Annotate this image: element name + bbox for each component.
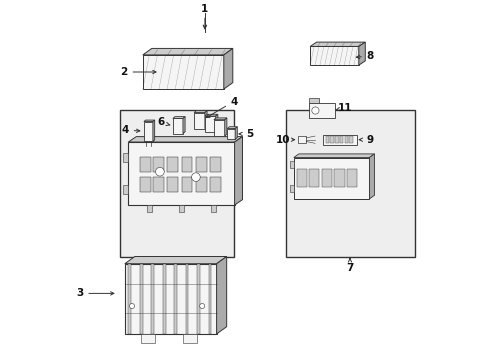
Bar — [308, 103, 334, 118]
Bar — [152, 177, 163, 192]
Bar — [196, 177, 206, 192]
Bar — [197, 264, 200, 334]
Polygon shape — [124, 256, 226, 264]
Bar — [128, 142, 234, 205]
Polygon shape — [309, 42, 365, 46]
Bar — [210, 177, 221, 192]
Bar — [181, 177, 192, 192]
Bar — [167, 157, 178, 172]
Text: 8: 8 — [366, 51, 373, 61]
Text: 7: 7 — [346, 263, 353, 273]
Bar — [123, 153, 128, 162]
Bar — [339, 136, 343, 143]
Bar — [334, 136, 338, 143]
Bar — [204, 116, 215, 132]
Bar — [140, 177, 151, 192]
Bar — [208, 264, 211, 334]
Bar — [344, 136, 347, 143]
Bar — [308, 98, 319, 103]
Bar — [140, 264, 142, 334]
Bar — [179, 205, 183, 212]
Polygon shape — [358, 42, 365, 65]
Bar — [128, 264, 131, 334]
Polygon shape — [204, 111, 206, 129]
Bar — [147, 205, 152, 212]
Circle shape — [129, 303, 134, 309]
Polygon shape — [227, 127, 237, 129]
Bar — [227, 129, 235, 139]
Bar — [181, 157, 192, 172]
Bar — [289, 185, 293, 192]
Text: 6: 6 — [157, 117, 164, 127]
Bar — [123, 185, 128, 194]
Bar — [140, 157, 151, 172]
Bar — [330, 136, 333, 143]
Bar — [152, 157, 163, 172]
Text: 1: 1 — [201, 4, 208, 14]
Bar — [142, 55, 224, 89]
Bar — [296, 169, 306, 187]
Bar — [172, 118, 183, 134]
Text: 2: 2 — [120, 67, 127, 77]
Bar — [213, 120, 224, 136]
Bar — [348, 136, 352, 143]
Circle shape — [155, 167, 164, 176]
Bar — [322, 135, 356, 145]
Polygon shape — [128, 136, 242, 142]
Bar — [196, 157, 206, 172]
Polygon shape — [183, 117, 185, 134]
Bar — [346, 169, 356, 187]
Polygon shape — [172, 117, 185, 118]
Text: 9: 9 — [366, 135, 372, 145]
Circle shape — [191, 173, 200, 181]
Bar — [321, 169, 331, 187]
Text: 4: 4 — [229, 96, 237, 107]
Bar — [309, 46, 358, 65]
Polygon shape — [224, 118, 226, 136]
Bar — [143, 122, 153, 141]
Bar — [210, 157, 221, 172]
Bar — [151, 264, 154, 334]
Polygon shape — [194, 111, 206, 112]
Polygon shape — [204, 114, 218, 116]
Bar — [285, 110, 415, 257]
Bar — [210, 205, 215, 212]
Bar — [167, 177, 178, 192]
Bar — [293, 158, 368, 199]
Polygon shape — [293, 154, 374, 158]
Bar — [298, 136, 305, 143]
Text: 10: 10 — [276, 135, 290, 145]
Bar — [163, 264, 165, 334]
Bar — [124, 264, 216, 334]
Bar — [309, 169, 319, 187]
Circle shape — [311, 107, 318, 114]
Text: 4: 4 — [121, 125, 128, 135]
Bar — [325, 136, 328, 143]
Circle shape — [199, 303, 204, 309]
Text: 11: 11 — [337, 103, 351, 113]
Polygon shape — [224, 49, 232, 89]
Text: 5: 5 — [246, 129, 253, 139]
Polygon shape — [368, 154, 374, 199]
Polygon shape — [153, 120, 154, 141]
Bar — [174, 264, 177, 334]
Bar — [183, 334, 197, 343]
Bar — [289, 161, 293, 168]
Polygon shape — [215, 114, 218, 132]
Bar — [185, 264, 188, 334]
Text: 3: 3 — [76, 288, 83, 298]
Bar — [140, 334, 155, 343]
Polygon shape — [143, 120, 154, 122]
Polygon shape — [142, 49, 232, 55]
Polygon shape — [234, 136, 242, 205]
Bar — [194, 112, 204, 129]
Bar — [334, 169, 344, 187]
Polygon shape — [213, 118, 226, 120]
Polygon shape — [235, 127, 237, 139]
Bar — [120, 110, 233, 257]
Polygon shape — [216, 256, 226, 334]
